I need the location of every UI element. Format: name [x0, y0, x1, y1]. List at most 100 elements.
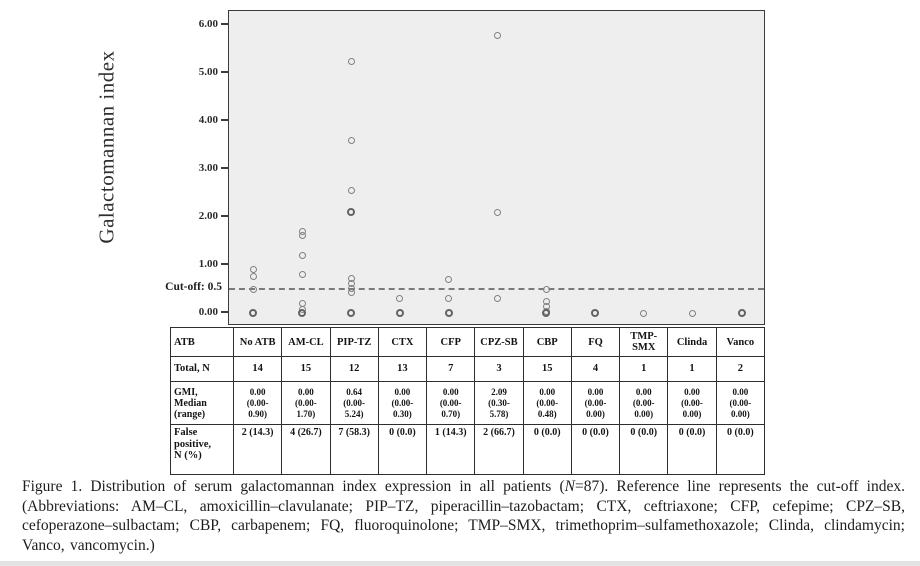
data-point [298, 251, 306, 259]
column-header: FQ [570, 327, 621, 357]
cutoff-label: Cut-off: 0.5 [165, 281, 222, 293]
table-cell: 0 (0.0) [522, 424, 572, 475]
table-cell: 0.00 (0.00- 0.00) [667, 381, 717, 425]
table-cell: 7 [426, 356, 476, 382]
y-axis-title: Galactomannan index [94, 50, 119, 244]
table-cell: 14 [232, 356, 283, 382]
table-cell: 3 [474, 356, 524, 382]
data-point [542, 286, 550, 294]
summary-table-header: ATB No ATB AM-CL PIP-TZ CTX CFP CPZ-SB CBP FQ TMP… [170, 327, 766, 357]
gmi-median-row: GMI, Median (range) 0.00 (0.00- 0.90) 0.00… [170, 381, 766, 425]
data-point [298, 271, 306, 279]
data-point [347, 186, 355, 194]
y-axis-tick-mark [221, 215, 228, 217]
data-point [591, 309, 600, 317]
table-cell: 2 (14.3) [232, 424, 283, 475]
table-cell: 7 (58.3) [329, 424, 379, 475]
page-edge-strip [0, 561, 920, 566]
column-header: CFP [426, 327, 476, 357]
data-point [347, 309, 356, 317]
table-cell: 15 [281, 356, 331, 382]
y-axis-tick-mark [221, 71, 228, 73]
data-point [347, 208, 356, 217]
table-cell: 0.00 (0.00- 0.00) [619, 381, 669, 425]
table-cell: 13 [377, 356, 428, 382]
figure-caption: Figure 1. Distribution of serum galactom… [22, 477, 905, 555]
y-axis-tick-label: 2.00 [198, 210, 218, 222]
table-cell: 12 [329, 356, 379, 382]
total-row: Total, N 14 15 12 13 7 3 15 4 1 1 2 [170, 356, 766, 382]
data-point [445, 275, 453, 283]
data-point [347, 136, 355, 144]
table-cell: 0.00 (0.00- 0.48) [522, 381, 572, 425]
table-cell: 15 [522, 356, 572, 382]
data-point [347, 289, 355, 297]
table-cell: 0.00 (0.00- 0.90) [232, 381, 283, 425]
column-header: Vanco [715, 327, 766, 357]
table-cell: 2 [715, 356, 766, 382]
table-cell: 0 (0.0) [715, 424, 766, 475]
table-cell: 0.00 (0.00- 0.30) [377, 381, 428, 425]
summary-table: ATB No ATB AM-CL PIP-TZ CTX CFP CPZ-SB CBP FQ TMP… [170, 327, 766, 475]
y-axis-tick-mark [221, 263, 228, 265]
table-cell: 0 (0.0) [667, 424, 717, 475]
row-label: Total, N [170, 356, 234, 382]
data-point [689, 309, 697, 317]
data-point [347, 57, 355, 65]
data-point [542, 309, 551, 317]
data-point [249, 272, 257, 280]
table-cell: 0.00 (0.00- 0.00) [570, 381, 621, 425]
table-cell: 0.00 (0.00- 0.00) [715, 381, 766, 425]
table-cell: 2 (66.7) [474, 424, 524, 475]
column-header: No ATB [232, 327, 283, 357]
table-cell: 1 [667, 356, 717, 382]
table-cell: 4 (26.7) [281, 424, 331, 475]
data-point [445, 294, 453, 302]
table-cell: 1 [619, 356, 669, 382]
data-point [494, 209, 501, 217]
false-positive-row: False positive, N (%) 2 (14.3) 4 (26.7) 7 (… [170, 424, 766, 475]
data-point [494, 295, 501, 303]
table-cell: 0 (0.0) [377, 424, 428, 475]
y-axis-tick-label: 0.00 [198, 306, 218, 318]
caption-text-pre: Figure 1. Distribution of serum galactom… [22, 478, 565, 495]
table-cell: 1 (14.3) [426, 424, 476, 475]
table-corner-header: ATB [170, 327, 234, 357]
y-axis-tick-label: 4.00 [198, 114, 218, 126]
table-cell: 0.00 (0.00- 1.70) [281, 381, 331, 425]
y-axis-tick-label: 6.00 [198, 18, 218, 30]
table-cell: 4 [570, 356, 621, 382]
galactomannan-scatter-chart: Galactomannan index 6.00 5.00 4.00 3.00 2.00… [94, 10, 765, 325]
data-point [396, 295, 404, 303]
y-axis-tick-mark [221, 167, 228, 169]
caption-text-post: =87). Reference line represents the cut-… [22, 478, 905, 554]
y-axis-tick-mark [221, 119, 228, 121]
row-label: False positive, N (%) [170, 424, 234, 475]
row-label: GMI, Median (range) [170, 381, 234, 425]
column-header: AM-CL [281, 327, 331, 357]
table-cell: 0.64 (0.00- 5.24) [329, 381, 379, 425]
column-header: CTX [377, 327, 428, 357]
data-point [640, 309, 648, 317]
y-axis-tick-label: 1.00 [198, 258, 218, 270]
data-point [249, 309, 258, 317]
column-header: Clinda [667, 327, 717, 357]
table-cell: 2.09 (0.30- 5.78) [474, 381, 524, 425]
table-cell: 0 (0.0) [570, 424, 621, 475]
caption-n-variable: N [564, 478, 575, 495]
data-point [737, 309, 746, 317]
y-axis-tick-mark [221, 311, 228, 313]
data-point [249, 285, 257, 293]
table-cell: 0.00 (0.00- 0.70) [426, 381, 476, 425]
column-header: PIP-TZ [329, 327, 379, 357]
data-point [494, 32, 501, 40]
data-point [298, 309, 307, 317]
cutoff-reference-line [229, 288, 764, 290]
column-header: CBP [522, 327, 572, 357]
y-axis-tick-label: 5.00 [198, 66, 218, 78]
data-point [444, 309, 453, 317]
data-point [395, 309, 404, 317]
table-cell: 0 (0.0) [619, 424, 669, 475]
data-point [298, 232, 306, 240]
